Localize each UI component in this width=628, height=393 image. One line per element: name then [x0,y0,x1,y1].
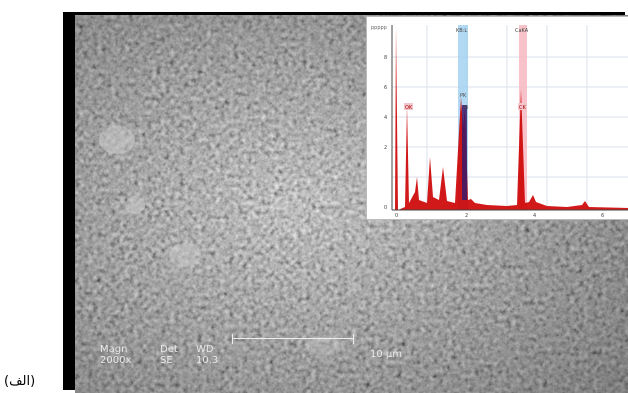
eds-y-tick: 4 [384,115,387,121]
eds-overlay-peak [462,105,467,200]
magn-value: 2000x [100,355,132,366]
scale-bar [232,334,354,344]
working-distance-label: WD 10.3 [196,344,218,366]
eds-counts-label: ppppp [371,25,387,31]
eds-y-tick: 2 [384,145,387,151]
eds-peak-label-si: Si [464,105,469,111]
eds-peak-label-ok: OK [405,105,413,111]
magn-label: Magn [100,344,128,355]
eds-y-tick: 0 [384,205,387,211]
eds-peak-label-ck: CK [519,105,526,111]
det-value: SE [160,355,173,366]
eds-spectrum-area [392,27,628,210]
wd-label: WD [196,344,214,355]
det-label: Det [160,344,178,355]
eds-x-tick: 2 [465,213,468,219]
wd-value: 10.3 [196,355,219,366]
eds-peak-label-caka: CaKA [515,28,529,34]
figure-caption: (الف) [4,374,36,389]
eds-peak-label-kbl: KB:L [456,28,467,34]
eds-band-pink [519,25,527,210]
eds-x-tick: 6 [601,213,604,219]
eds-peak-label-pk: PK [460,93,467,99]
eds-y-tick: 8 [384,55,387,61]
eds-y-tick: 6 [384,85,387,91]
magnification-label: Magn 2000x [100,344,131,366]
detector-label: Det SE [160,344,178,366]
scale-bar-label: 10 μm [370,349,403,360]
eds-x-tick: 0 [395,213,398,219]
eds-spectrum-plot: ppppp KB:L CaKA OK CK PK Si 8 6 4 2 0 0 … [371,25,628,219]
eds-x-tick: 4 [533,213,536,219]
eds-spectrum-inset: ppppp KB:L CaKA OK CK PK Si 8 6 4 2 0 0 … [366,16,628,220]
